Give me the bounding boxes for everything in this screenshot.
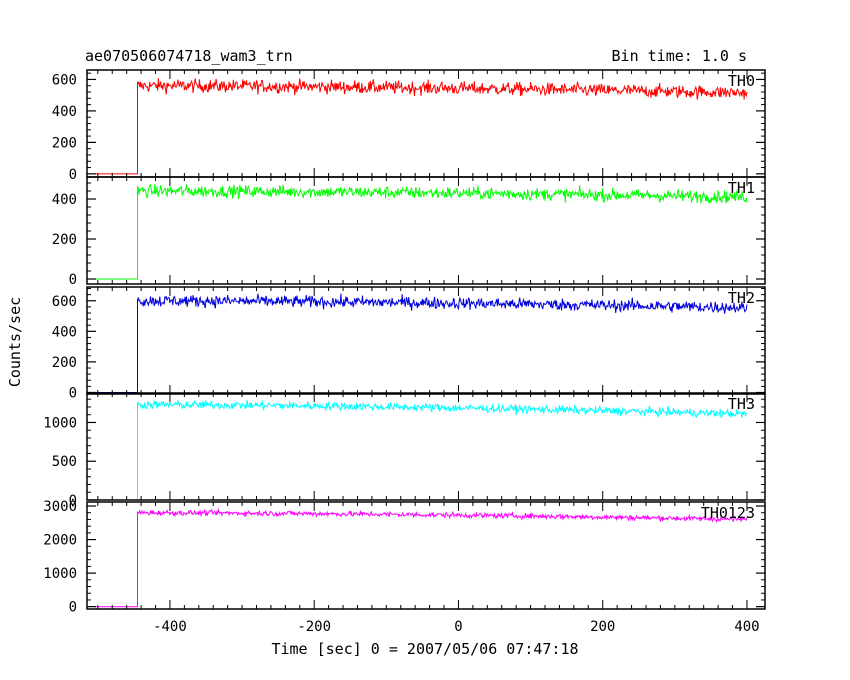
y-tick-label: 400: [52, 104, 77, 120]
chart-title-right: Bin time: 1.0 s: [612, 47, 747, 65]
y-tick-label: 500: [52, 454, 77, 470]
y-tick-label: 0: [69, 600, 77, 616]
y-tick-label: 200: [52, 135, 77, 151]
y-tick-label: 200: [52, 232, 77, 248]
y-tick-label: 600: [52, 72, 77, 88]
series-line-th0: [94, 78, 748, 175]
y-tick-label: 1000: [43, 415, 77, 431]
y-tick-label: 3000: [43, 499, 77, 515]
y-tick-label: 0: [69, 272, 77, 288]
x-tick-label: 0: [454, 619, 462, 635]
y-tick-label: 0: [69, 167, 77, 183]
y-tick-label: 200: [52, 355, 77, 371]
y-tick-label: 1000: [43, 566, 77, 582]
panel-label-th3: TH3: [728, 395, 755, 413]
panel-label-th1: TH1: [728, 179, 755, 197]
y-tick-label: 600: [52, 294, 77, 310]
panels-group: 0 200 400 600 TH0 0 200 400 TH1 0 200 400 600 TH2 0 500…: [43, 69, 766, 635]
y-tick-label: 400: [52, 192, 77, 208]
y-tick-label: 0: [69, 385, 77, 401]
panel-frame-th0123: [86, 501, 766, 610]
y-tick-label: 400: [52, 324, 77, 340]
y-tick-label: 2000: [43, 533, 77, 549]
series-line-th2: [94, 293, 748, 393]
panel-label-th0: TH0: [728, 72, 755, 90]
y-axis-label: Counts/sec: [6, 297, 24, 387]
panel-label-th2: TH2: [728, 289, 755, 307]
series-line-th3: [94, 399, 748, 501]
chart-title-left: ae070506074718_wam3_trn: [85, 47, 293, 65]
series-line-th0123: [94, 507, 748, 608]
y-tick-label: 0: [69, 493, 77, 509]
panel-frame-th2: [86, 286, 766, 395]
series-line-th1: [94, 183, 748, 280]
panel-label-th0123: TH0123: [701, 504, 755, 522]
x-tick-label: 400: [734, 619, 759, 635]
x-axis-label: Time [sec] 0 = 2007/05/06 07:47:18: [271, 640, 578, 658]
x-tick-label: 200: [590, 619, 615, 635]
x-tick-label: -400: [153, 619, 187, 635]
panel-frame-th3: [86, 392, 766, 501]
x-tick-label: -200: [297, 619, 331, 635]
